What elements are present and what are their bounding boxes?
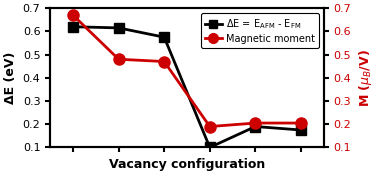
Legend: $\Delta$E = E$_{\rm AFM}$ - E$_{\rm FM}$, Magnetic moment: $\Delta$E = E$_{\rm AFM}$ - E$_{\rm FM}$… (201, 13, 319, 48)
Y-axis label: ΔE (eV): ΔE (eV) (4, 52, 17, 104)
X-axis label: Vacancy configuration: Vacancy configuration (109, 158, 265, 171)
Y-axis label: M ($\mu_B$/V): M ($\mu_B$/V) (357, 49, 374, 107)
